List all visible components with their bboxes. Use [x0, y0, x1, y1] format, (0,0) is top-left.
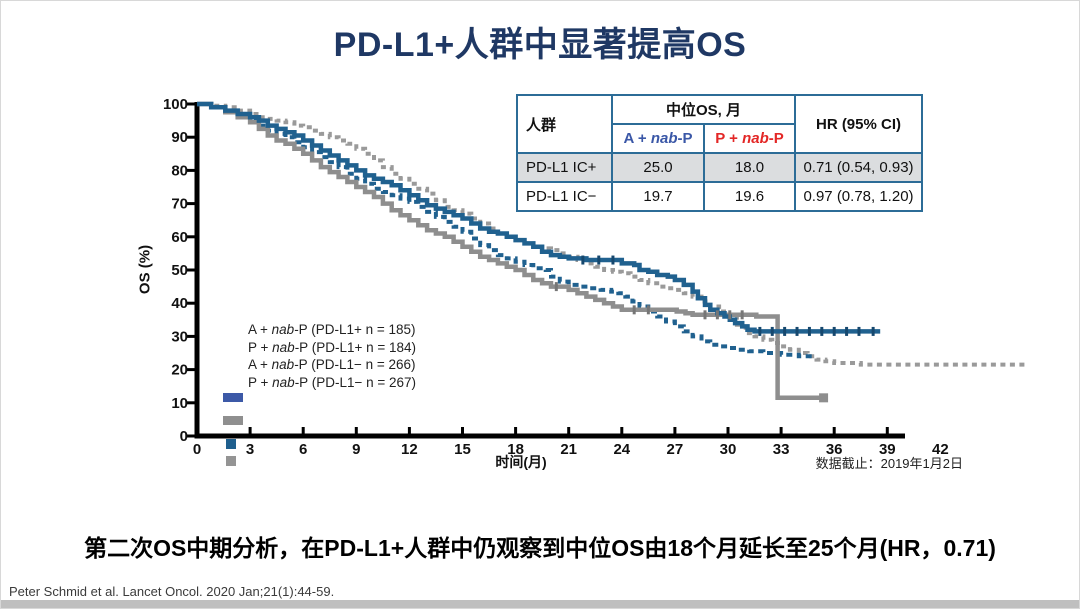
x-tick-label: 30 — [720, 441, 737, 458]
population-cell: PD-L1 IC− — [516, 181, 613, 212]
y-tick-label: 60 — [171, 229, 188, 246]
data-cutoff-note: 数据截止：2019年1月2日 — [815, 456, 963, 471]
citation-text: Peter Schmid et al. Lancet Oncol. 2020 J… — [9, 584, 335, 599]
x-tick-label: 6 — [299, 441, 307, 458]
y-tick-label: 50 — [171, 262, 188, 279]
y-tick-label: 20 — [171, 362, 188, 379]
x-tick-label: 24 — [613, 441, 630, 458]
x-tick-label: 42 — [932, 441, 949, 458]
col-header-arm-p: P + nab-P — [703, 123, 796, 154]
legend-item: A + nab-P (PD-L1+ n = 185) — [248, 322, 416, 337]
col-header-arm-a: A + nab-P — [611, 123, 705, 154]
curve-legend: A + nab-P (PD-L1+ n = 185) P + nab-P (PD… — [248, 321, 416, 391]
x-tick-label: 3 — [246, 441, 254, 458]
y-tick-label: 10 — [171, 395, 188, 412]
km-chart: 0 3 6 9 12 15 18 21 24 27 30 33 36 39 4201020304050607… — [163, 96, 1029, 466]
x-tick-label: 21 — [560, 441, 577, 458]
median-p-cell: 19.6 — [703, 181, 796, 212]
y-tick-label: 100 — [163, 96, 188, 113]
y-tick-label: 30 — [171, 328, 188, 345]
x-tick-label: 12 — [401, 441, 418, 458]
x-tick-label: 27 — [667, 441, 684, 458]
legend-item: P + nab-P (PD-L1− n = 267) — [248, 374, 417, 390]
col-header-median-os: 中位OS, 月 — [611, 94, 796, 125]
table-row: PD-L1 IC+ 25.0 18.0 0.71 (0.54, 0.93) — [516, 152, 923, 183]
x-tick-label: 33 — [773, 441, 790, 458]
page-title: PD-L1+人群中显著提高OS — [333, 26, 747, 64]
end-marker — [819, 393, 829, 403]
km-curve-2 — [197, 102, 815, 359]
km-curve-1 — [197, 101, 824, 401]
col-header-hr: HR (95% CI) — [794, 94, 923, 154]
hr-cell: 0.97 (0.78, 1.20) — [794, 181, 923, 212]
legend-swatch — [223, 393, 243, 402]
median-a-cell: 25.0 — [611, 152, 705, 183]
x-tick-label: 9 — [352, 441, 360, 458]
col-header-population: 人群 — [516, 94, 613, 154]
x-tick-label: 36 — [826, 441, 843, 458]
x-tick-label: 18 — [507, 441, 524, 458]
table-row: PD-L1 IC− 19.7 19.6 0.97 (0.78, 1.20) — [516, 181, 923, 212]
legend-swatch — [226, 439, 236, 449]
y-tick-label: 90 — [171, 129, 188, 146]
legend-swatch — [223, 416, 243, 425]
summary-text: 第二次OS中期分析，在PD-L1+人群中仍观察到中位OS由18个月延长至25个月… — [84, 535, 996, 561]
y-axis-label: OS (%) — [136, 244, 154, 295]
legend-item: A + nab-P (PD-L1− n = 266) — [248, 357, 416, 373]
footer-bar — [1, 600, 1079, 608]
legend-item: P + nab-P (PD-L1+ n = 184) — [248, 339, 417, 355]
median-p-cell: 18.0 — [703, 152, 796, 183]
median-a-cell: 19.7 — [611, 181, 705, 212]
x-axis-label: 时间(月) — [495, 454, 547, 470]
y-tick-label: 70 — [171, 196, 188, 213]
hr-cell: 0.71 (0.54, 0.93) — [794, 152, 923, 183]
y-tick-label: 0 — [180, 428, 188, 445]
y-tick-label: 80 — [171, 162, 188, 179]
legend-swatch — [226, 456, 236, 466]
results-table: 人群 中位OS, 月 HR (95% CI) A + nab-P P + nab… — [516, 94, 923, 212]
y-tick-label: 40 — [171, 295, 188, 312]
x-tick-label: 15 — [454, 441, 471, 458]
x-tick-label: 39 — [879, 441, 896, 458]
population-cell: PD-L1 IC+ — [516, 152, 613, 183]
x-tick-label: 0 — [193, 441, 201, 458]
km-curve-0 — [197, 101, 881, 334]
